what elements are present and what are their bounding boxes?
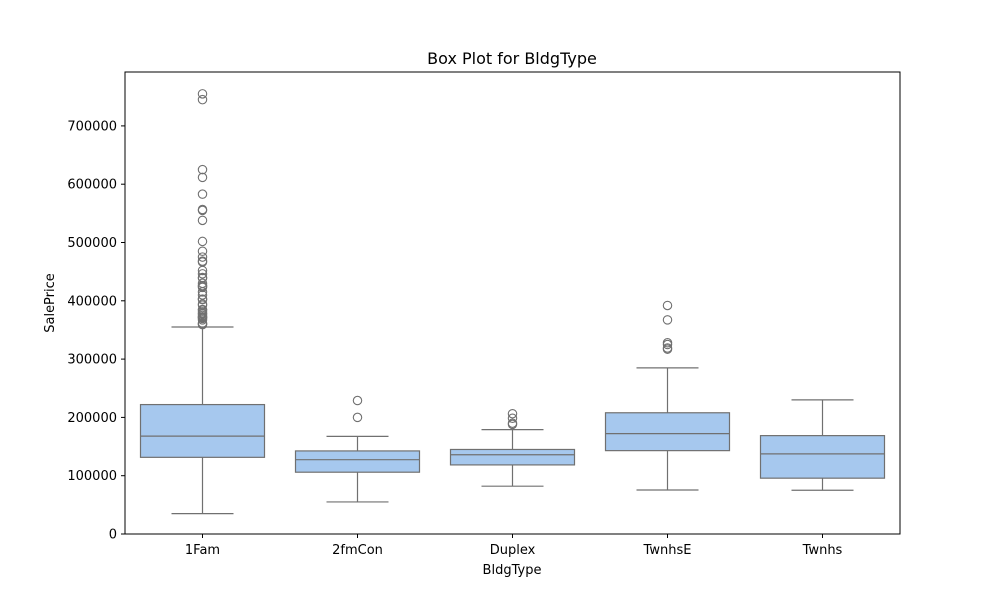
plot-area [139,89,886,515]
outlier-point [352,412,363,423]
x-tick-label: Duplex [490,543,536,558]
outlier-point [197,236,208,247]
y-tick-label: 100000 [67,469,117,484]
outlier-point [662,315,673,325]
y-tick-label: 200000 [67,411,117,426]
outlier-point [197,282,208,293]
outlier-point [352,395,363,406]
outlier-point [507,419,518,430]
outlier-point [197,287,208,297]
outlier-point [662,300,673,311]
box-Duplex [449,408,576,487]
outlier-point [507,408,518,419]
y-tick-label: 400000 [67,294,117,309]
outlier-point [197,172,208,183]
y-tick-label: 700000 [67,119,117,134]
outlier-point [197,252,208,262]
outlier-point [197,164,208,175]
outlier-point [197,94,208,105]
box-Twnhs [759,399,886,491]
box-iqr [139,403,266,458]
box-iqr [449,448,576,466]
chart-title: Box Plot for BldgType [427,49,597,68]
outlier-point [197,189,208,199]
y-tick-label: 500000 [67,236,117,251]
box-iqr [294,450,421,473]
x-axis-label: BldgType [483,563,542,578]
outlier-point [662,344,673,354]
box-iqr [759,435,886,479]
x-tick-label: TwnhsE [643,543,692,558]
outlier-point [197,294,208,305]
outlier-point [197,265,208,276]
box-2fmCon [294,395,421,503]
outlier-point [662,339,673,350]
y-tick-label: 600000 [67,178,117,193]
box-TwnhsE [604,300,731,491]
outlier-point [197,315,208,325]
outlier-point [197,205,208,216]
box-1Fam [139,89,266,515]
box-iqr [604,412,731,452]
y-axis: 0 100000 200000 300000 400000 500000 600000 700… [67,119,125,543]
y-tick-label: 0 [109,528,117,543]
x-tick-label: 2fmCon [332,543,383,558]
x-tick-label: 1Fam [185,543,220,558]
outlier-point [197,319,208,330]
outlier-point [197,215,208,226]
outlier-point [197,246,208,256]
outlier-point [197,290,208,300]
x-axis: 1Fam 2fmCon Duplex TwnhsE Twnhs [185,534,843,558]
outlier-point [507,413,518,424]
outlier-point [197,89,208,99]
y-tick-label: 300000 [67,353,117,368]
y-axis-label: SalePrice [43,273,58,333]
outlier-point [197,269,208,279]
x-tick-label: Twnhs [802,543,843,558]
